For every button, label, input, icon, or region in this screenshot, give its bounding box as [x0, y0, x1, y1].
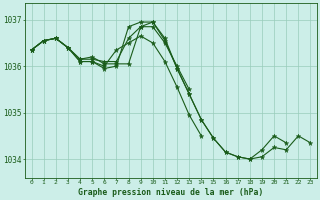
X-axis label: Graphe pression niveau de la mer (hPa): Graphe pression niveau de la mer (hPa): [78, 188, 264, 197]
